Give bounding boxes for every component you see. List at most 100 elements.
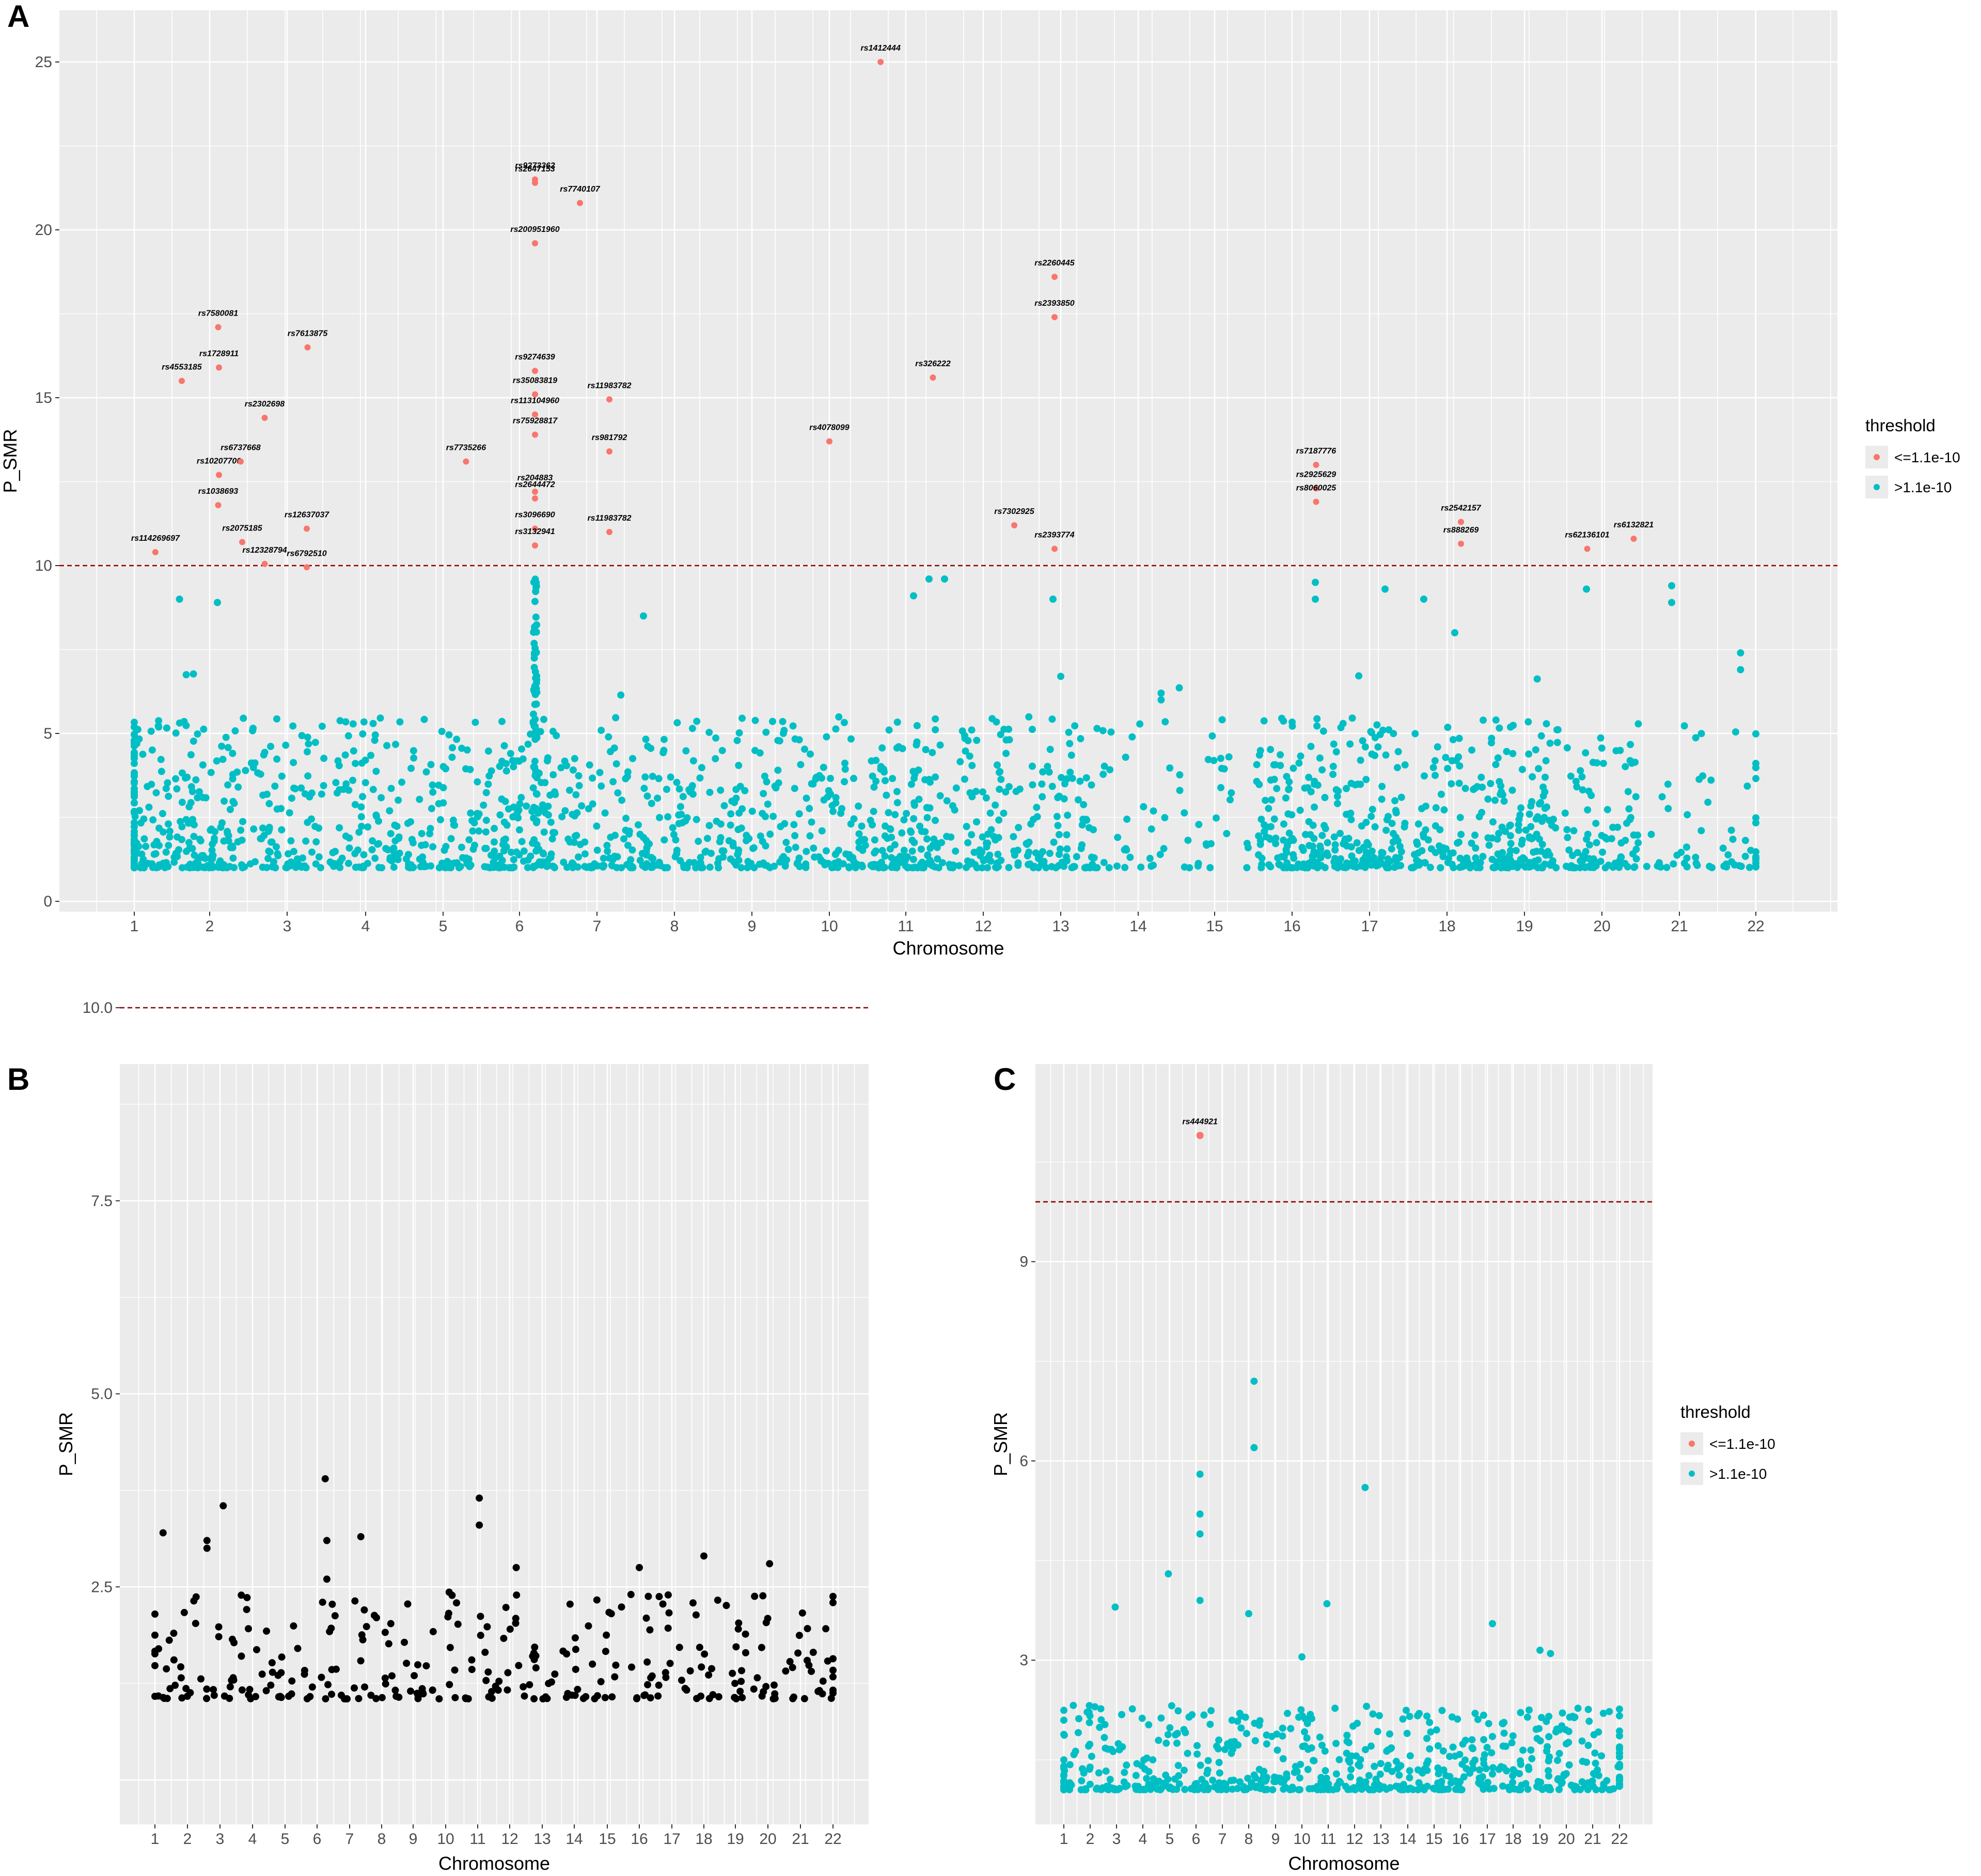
data-point bbox=[1111, 1603, 1119, 1611]
data-point bbox=[1603, 806, 1611, 814]
data-point bbox=[185, 839, 193, 847]
data-point bbox=[1683, 843, 1691, 851]
x-tick-label: 20 bbox=[759, 1831, 776, 1848]
data-point bbox=[1534, 1778, 1542, 1786]
data-point bbox=[1519, 854, 1527, 862]
data-point bbox=[882, 777, 889, 785]
data-point bbox=[429, 788, 437, 796]
data-point bbox=[811, 853, 819, 861]
data-point bbox=[251, 759, 259, 767]
data-point bbox=[547, 818, 555, 826]
data-point bbox=[1622, 763, 1629, 771]
data-point bbox=[663, 786, 670, 793]
x-tick-label: 12 bbox=[501, 1831, 518, 1848]
data-point bbox=[571, 755, 578, 762]
data-point bbox=[342, 832, 350, 840]
data-point bbox=[1279, 1724, 1286, 1732]
data-point bbox=[468, 1666, 476, 1674]
data-point bbox=[1093, 725, 1101, 732]
data-point bbox=[1218, 764, 1225, 772]
data-point bbox=[647, 1694, 654, 1702]
data-point bbox=[372, 1695, 380, 1702]
data-point bbox=[1584, 863, 1592, 871]
data-point bbox=[1083, 816, 1091, 824]
data-point bbox=[515, 826, 523, 834]
data-point bbox=[624, 841, 632, 849]
data-point bbox=[1267, 746, 1275, 754]
data-point bbox=[137, 819, 145, 827]
data-point bbox=[224, 781, 232, 789]
data-point bbox=[378, 1694, 386, 1701]
data-point bbox=[1448, 1713, 1456, 1721]
data-point bbox=[672, 836, 680, 844]
data-point bbox=[741, 787, 749, 794]
data-point bbox=[835, 713, 843, 721]
data-point bbox=[1494, 754, 1502, 762]
data-point bbox=[1583, 585, 1590, 593]
data-point bbox=[963, 864, 970, 871]
data-point bbox=[1329, 762, 1337, 770]
data-point bbox=[1295, 1786, 1302, 1793]
data-point bbox=[1078, 821, 1086, 829]
data-point bbox=[1489, 1620, 1496, 1628]
y-tick-label: 25 bbox=[35, 54, 52, 71]
data-point bbox=[482, 1677, 490, 1684]
data-point bbox=[858, 822, 866, 830]
x-tick-label: 6 bbox=[1192, 1831, 1201, 1848]
data-point bbox=[1529, 773, 1536, 780]
data-point bbox=[318, 723, 326, 730]
data-point bbox=[782, 1667, 790, 1675]
data-point bbox=[1480, 1711, 1487, 1719]
data-point bbox=[1719, 845, 1727, 852]
x-tick-label: 9 bbox=[1271, 1831, 1280, 1848]
data-point bbox=[418, 830, 426, 837]
data-point bbox=[689, 790, 697, 798]
data-point bbox=[1276, 861, 1284, 869]
data-point bbox=[1720, 862, 1728, 870]
data-point bbox=[551, 829, 559, 837]
data-point bbox=[840, 718, 848, 726]
data-point bbox=[1347, 816, 1355, 823]
data-point bbox=[1542, 1784, 1550, 1791]
data-point bbox=[1663, 864, 1671, 871]
data-point bbox=[427, 862, 435, 870]
data-point bbox=[1157, 696, 1165, 704]
plot-background bbox=[1035, 1064, 1653, 1824]
data-point bbox=[218, 819, 226, 827]
data-point bbox=[152, 789, 160, 796]
data-point bbox=[798, 1609, 806, 1617]
data-point bbox=[611, 1673, 619, 1681]
snp-label: rs3096690 bbox=[515, 511, 555, 520]
data-point bbox=[468, 1656, 476, 1664]
data-point bbox=[566, 1600, 574, 1608]
data-point bbox=[732, 786, 740, 793]
data-point bbox=[633, 1694, 641, 1702]
data-point bbox=[1045, 768, 1053, 776]
data-point bbox=[1066, 769, 1074, 776]
data-point bbox=[1345, 1756, 1353, 1764]
data-point bbox=[510, 856, 517, 864]
data-point bbox=[643, 792, 651, 800]
data-point bbox=[1752, 814, 1759, 822]
x-tick-label: 21 bbox=[1671, 918, 1688, 935]
data-point bbox=[336, 824, 343, 832]
data-point bbox=[682, 747, 690, 755]
data-point bbox=[1515, 1786, 1522, 1793]
data-point bbox=[498, 856, 506, 864]
data-point bbox=[398, 778, 405, 786]
data-point bbox=[1500, 1764, 1507, 1772]
data-point bbox=[1216, 1769, 1223, 1777]
data-point bbox=[686, 1667, 694, 1675]
data-point bbox=[357, 803, 365, 811]
data-point bbox=[1541, 804, 1549, 812]
data-point bbox=[1305, 818, 1313, 825]
data-point bbox=[267, 743, 275, 751]
data-point bbox=[818, 774, 826, 782]
data-point bbox=[758, 1644, 765, 1651]
data-point bbox=[532, 679, 540, 687]
data-point bbox=[1083, 1708, 1091, 1716]
data-point bbox=[1584, 1742, 1592, 1749]
significant-point bbox=[532, 431, 538, 438]
data-point bbox=[786, 1658, 794, 1665]
data-point bbox=[387, 1620, 395, 1628]
